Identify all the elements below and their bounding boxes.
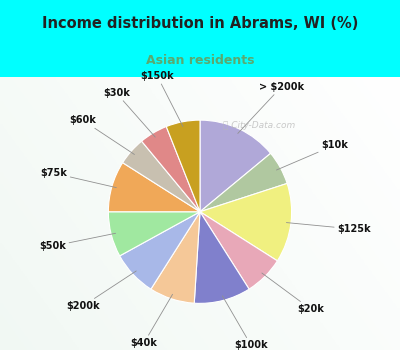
Text: $75k: $75k (41, 168, 116, 188)
Text: $60k: $60k (70, 116, 134, 154)
Wedge shape (166, 120, 200, 212)
Wedge shape (142, 127, 200, 212)
Text: $10k: $10k (276, 140, 348, 170)
Wedge shape (194, 212, 249, 303)
Text: $30k: $30k (103, 88, 155, 137)
Wedge shape (151, 212, 200, 303)
Text: $20k: $20k (262, 273, 324, 314)
Text: $200k: $200k (66, 271, 136, 311)
Text: > $200k: > $200k (238, 82, 304, 133)
Text: Income distribution in Abrams, WI (%): Income distribution in Abrams, WI (%) (42, 16, 358, 30)
Wedge shape (108, 163, 200, 212)
Text: Ⓐ City-Data.com: Ⓐ City-Data.com (223, 121, 296, 130)
Text: $40k: $40k (130, 294, 172, 348)
Text: $125k: $125k (286, 223, 370, 234)
Text: $100k: $100k (222, 296, 268, 350)
Wedge shape (200, 153, 287, 212)
Wedge shape (200, 183, 292, 261)
Wedge shape (108, 212, 200, 256)
Wedge shape (123, 141, 200, 212)
Wedge shape (120, 212, 200, 289)
Wedge shape (200, 120, 271, 212)
Text: Asian residents: Asian residents (146, 54, 254, 66)
Wedge shape (200, 212, 277, 289)
Text: $150k: $150k (140, 71, 183, 126)
Text: $50k: $50k (40, 233, 116, 251)
